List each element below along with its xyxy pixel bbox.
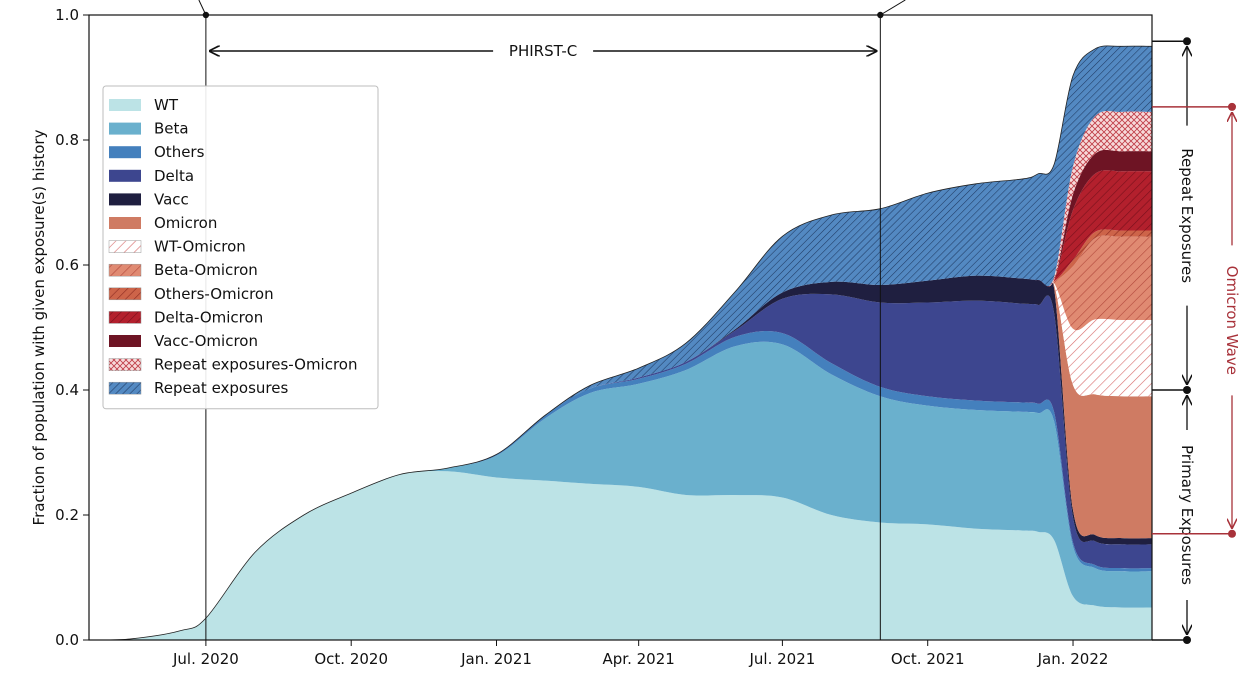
legend-label-repeat-exposures-omicron: Repeat exposures-Omicron bbox=[154, 356, 358, 374]
legend-label-vacc-omicron: Vacc-Omicron bbox=[154, 332, 258, 350]
omicron-bottom-dot bbox=[1228, 529, 1236, 538]
legend-swatch-beta-omicron bbox=[108, 263, 142, 277]
primary-exposures-label: Primary Exposures bbox=[1178, 445, 1196, 585]
legend-label-delta: Delta bbox=[154, 167, 194, 185]
legend-swatch-repeat-exposures-omicron bbox=[108, 358, 142, 371]
legend-swatch-omicron bbox=[109, 217, 141, 229]
y-tick-label: 1.0 bbox=[55, 6, 79, 24]
y-axis-label: Fraction of population with given exposu… bbox=[30, 129, 48, 525]
legend-swatch-wt-omicron bbox=[108, 240, 142, 253]
repeat-exposures-label: Repeat Exposures bbox=[1178, 148, 1196, 283]
phirst-label: PHIRST-C bbox=[509, 42, 577, 60]
y-tick-label: 0.6 bbox=[55, 256, 79, 274]
legend-swatch-others bbox=[109, 146, 141, 159]
legend-swatch-repeat-exposures bbox=[108, 381, 142, 395]
legend-label-omicron: Omicron bbox=[154, 214, 217, 232]
legend-label-vacc: Vacc bbox=[154, 190, 189, 208]
legend-label-others-omicron: Others-Omicron bbox=[154, 285, 274, 303]
omicron-wave-label: Omicron Wave bbox=[1223, 266, 1241, 375]
phirst-start-leader bbox=[198, 0, 207, 16]
legend-box bbox=[102, 85, 379, 410]
x-tick-label: Oct. 2021 bbox=[891, 650, 965, 668]
bracket-dot bbox=[1183, 386, 1191, 394]
y-tick-label: 0.0 bbox=[55, 631, 79, 649]
area-wt bbox=[89, 471, 1152, 640]
legend: WT Beta Others Delta Vacc Omicron WT-Omicron Be… bbox=[102, 85, 379, 410]
legend-label-repeat-exposures: Repeat exposures bbox=[154, 379, 288, 397]
x-tick-label: Jul. 2020 bbox=[172, 650, 239, 668]
y-tick-label: 0.8 bbox=[55, 131, 79, 149]
legend-label-others: Others bbox=[154, 143, 205, 161]
legend-swatch-delta bbox=[109, 169, 141, 182]
legend-swatch-beta bbox=[109, 122, 141, 135]
legend-label-beta: Beta bbox=[154, 120, 189, 138]
legend-label-wt: WT bbox=[154, 96, 179, 114]
areas-layer bbox=[88, 45, 1153, 641]
legend-swatch-delta-omicron bbox=[108, 311, 142, 324]
x-tick-label: Oct. 2020 bbox=[314, 650, 388, 668]
legend-swatch-vacc-omicron bbox=[109, 335, 141, 347]
legend-swatch-wt bbox=[109, 99, 141, 111]
x-tick-label: Jan. 2021 bbox=[460, 650, 532, 668]
stack-top-outline bbox=[88, 45, 1153, 641]
area-delta bbox=[89, 293, 1152, 640]
axes-layer: 0.0 0.2 0.4 0.6 0.8 1.0 Jul. 2020 Oct. 2020 Jan.… bbox=[30, 6, 1153, 668]
legend-label-wt-omicron: WT-Omicron bbox=[154, 238, 246, 256]
y-tick-label: 0.4 bbox=[55, 381, 79, 399]
x-tick-label: Apr. 2021 bbox=[603, 650, 675, 668]
legend-swatch-others-omicron bbox=[108, 287, 142, 301]
plot-frame bbox=[88, 14, 1153, 641]
legend-label-delta-omicron: Delta-Omicron bbox=[154, 308, 263, 326]
x-tick-label: Jan. 2022 bbox=[1037, 650, 1109, 668]
phirst-end-leader bbox=[880, 0, 906, 16]
y-tick-label: 0.2 bbox=[55, 506, 79, 524]
legend-swatch-vacc bbox=[109, 193, 141, 206]
bracket-dot bbox=[1183, 37, 1191, 46]
x-tick-label: Jul. 2021 bbox=[748, 650, 815, 668]
legend-label-beta-omicron: Beta-Omicron bbox=[154, 261, 258, 279]
omicron-top-dot bbox=[1228, 102, 1236, 111]
area-beta bbox=[89, 341, 1152, 640]
bracket-dot bbox=[1183, 636, 1191, 644]
